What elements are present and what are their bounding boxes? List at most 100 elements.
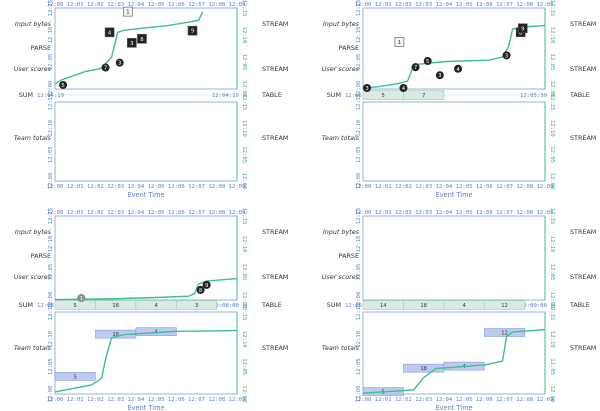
x-tick-bottom: 12:06 [168,184,185,190]
event-time-title: Event Time [435,191,472,199]
event-time-title: Event Time [435,404,472,411]
x-tick-top: 12:04 [435,2,452,8]
sum-table-value: 4 [154,303,158,309]
team-total-value: 5 [74,374,77,380]
score-marker: 3 [115,58,124,67]
sum-label: SUM [19,91,33,99]
x-tick-bottom: 12:01 [67,397,84,403]
sum-table-value: 3 [195,303,198,309]
x-tick-top: 12:02 [395,2,412,8]
y-tick-left-bot: 12:05 [356,358,362,375]
sum-time-left: 12:09:00 [345,303,372,309]
sum-table-value: 5 [74,303,77,309]
y-tick-right-bot: 12:00 [549,173,555,190]
y-tick-left-bot: 12:00 [48,386,54,403]
y-tick-left-top: 12:00 [48,292,54,309]
y-tick-right-bot: 12:00 [241,386,247,403]
stream-label-bottom: STREAM [570,134,596,142]
sum-label: SUM [327,91,341,99]
y-tick-left-bot: 12:00 [356,386,362,403]
score-marker-shape [104,27,115,38]
x-tick-top: 12:09 [229,210,246,216]
y-tick-left-top: 12:05 [48,264,54,281]
y-tick-right-bot: 12:05 [549,358,555,375]
team-totals-label: Team totals [14,134,52,142]
score-marker-shape [411,63,420,72]
x-tick-top: 12:07 [496,2,513,8]
team-total-value: 12 [501,331,508,337]
sum-marker-shape [363,84,372,92]
x-tick-bottom: 12:08 [208,184,225,190]
y-tick-right-bot: 12:15 [241,304,247,321]
user-scores-label: User scores [322,65,360,73]
score-marker: 9 [517,23,528,34]
parse-label: PARSE [339,252,359,260]
x-tick-top: 12:00 [47,210,64,216]
y-tick-right-bot: 12:05 [241,146,247,163]
x-tick-bottom: 12:06 [168,397,185,403]
y-tick-left-bot: 12:05 [356,146,362,163]
score-marker-shape [394,37,405,47]
x-tick-top: 12:09 [537,2,554,8]
y-tick-right-bot: 12:05 [549,146,555,163]
x-tick-top: 12:06 [476,210,493,216]
totals-watermark-line [54,329,238,393]
score-marker-shape [115,58,124,67]
y-tick-left-top: 12:15 [48,208,54,225]
stream-label-bottom: STREAM [262,344,288,352]
user-scores-label: User scores [322,273,360,281]
input-bytes-label: Input bytes [15,20,52,28]
score-marker: 8 [196,285,205,294]
stream-label-mid: STREAM [570,273,596,281]
table-label: TABLE [569,91,590,99]
team-totals-label: Team totals [14,344,52,352]
x-tick-top: 12:01 [375,210,392,216]
sum-time-right: 12:09:00 [520,303,547,309]
user-scores-label: User scores [14,65,52,73]
score-marker-label: 7 [414,65,417,71]
sum-table-cell [403,90,445,100]
score-marker: 3 [127,38,137,48]
sum-table-value: 14 [380,303,387,309]
score-marker: 9 [187,25,198,36]
score-marker: 1 [123,6,133,17]
x-tick-bottom: 12:00 [47,184,64,190]
x-tick-top: 12:07 [188,210,205,216]
team-total-box [484,328,526,337]
sum-table-value: 18 [112,303,119,309]
sum-marker: 1 [77,294,86,302]
score-marker-label: 9 [205,283,208,289]
x-tick-top: 12:00 [355,210,372,216]
y-tick-right-bot: 12:10 [241,120,247,137]
y-tick-right-bot: 12:15 [549,94,555,111]
score-marker-shape [187,25,198,36]
score-marker-shape [123,6,133,17]
y-tick-right-bot: 12:15 [549,304,555,321]
stream-label-mid: STREAM [570,65,596,73]
x-tick-bottom: 12:09 [537,397,554,403]
pipeline-frame [54,7,238,90]
y-tick-left-top: 12:10 [48,27,54,44]
sum-marker-label: 4 [402,86,406,92]
sum-marker: 4 [399,84,408,92]
y-tick-right-top: 12:15 [549,0,555,16]
x-tick-bottom: 12:03 [107,397,124,403]
y-tick-left-top: 12:05 [356,54,362,71]
stream-label-top: STREAM [262,20,288,28]
x-tick-bottom: 12:08 [516,397,533,403]
x-tick-bottom: 12:06 [476,184,493,190]
y-tick-right-bot: 12:10 [549,331,555,348]
pipeline-frame [362,7,546,90]
y-tick-right-bot: 12:00 [549,386,555,403]
parse-label: PARSE [339,44,359,52]
x-tick-bottom: 12:03 [415,184,432,190]
y-tick-right-top: 12:15 [241,208,247,225]
x-tick-bottom: 12:08 [516,184,533,190]
x-tick-bottom: 12:07 [188,397,205,403]
y-tick-left-top: 12:15 [356,208,362,225]
y-tick-right-top: 12:00 [549,292,555,309]
x-tick-top: 12:06 [168,210,185,216]
score-marker-label: 4 [108,30,112,36]
x-tick-top: 12:04 [127,210,144,216]
score-marker-label: 1 [126,10,129,16]
